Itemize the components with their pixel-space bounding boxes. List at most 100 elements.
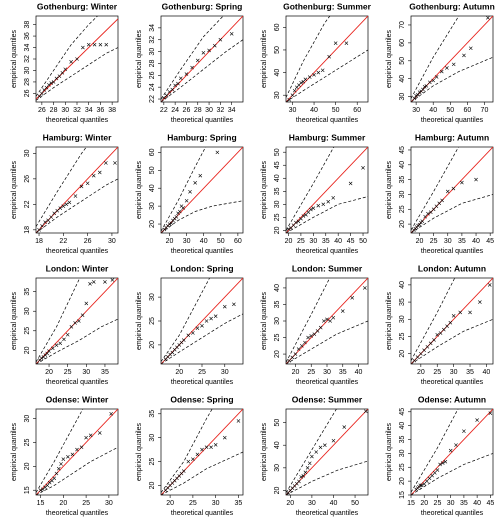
data-point	[52, 476, 57, 481]
x-tick-label: 30	[447, 500, 455, 507]
data-point	[186, 333, 191, 338]
x-tick-label: 38	[108, 107, 116, 114]
x-tick-label: 35	[235, 500, 243, 507]
data-point	[460, 180, 464, 185]
y-tick-label: 20	[274, 486, 281, 494]
envelope-line	[161, 451, 243, 495]
envelope-line	[411, 147, 459, 231]
envelope-line	[161, 313, 243, 364]
data-point	[427, 80, 432, 85]
panel-title: Hamburg: Spring	[167, 132, 236, 142]
panel-title: Odense: Autumn	[418, 394, 486, 404]
data-point	[104, 161, 108, 165]
data-point	[350, 296, 355, 300]
y-axis-label: empirical quantiles	[386, 30, 393, 88]
data-point	[169, 221, 174, 225]
envelope-line	[36, 446, 118, 495]
x-axis-label: theoretical quantiles	[421, 117, 484, 124]
reference-line	[411, 16, 493, 102]
x-tick-label: 25	[307, 369, 315, 376]
data-point	[458, 310, 463, 315]
plot-frame	[35, 408, 119, 496]
x-tick-label: 22	[160, 107, 168, 114]
x-tick-label: 30	[221, 369, 229, 376]
data-point	[176, 81, 180, 86]
data-point	[315, 329, 320, 333]
x-tick-label: 30	[61, 107, 69, 114]
y-tick-label: 40	[399, 281, 406, 289]
y-tick-label: 40	[399, 75, 406, 83]
y-tick-label: 26	[24, 89, 31, 97]
y-tick-label: 40	[274, 441, 281, 449]
plot-area	[286, 147, 368, 233]
data-point	[173, 83, 177, 88]
data-point	[43, 220, 47, 224]
y-tick-label: 26	[149, 71, 156, 79]
data-point	[181, 469, 186, 473]
envelope-line	[36, 278, 81, 363]
reference-line	[36, 409, 118, 495]
data-point	[45, 351, 49, 356]
qq-panel: Odense: Winter 15 20 25 30 15 20 25 30 theoretica…	[11, 394, 119, 517]
envelope-line	[36, 318, 118, 364]
envelope-line	[411, 453, 493, 495]
data-point	[415, 355, 420, 359]
data-point	[70, 452, 75, 457]
x-tick-label: 30	[323, 369, 331, 376]
x-tick-label: 30	[82, 369, 90, 376]
x-tick-label: 25	[433, 369, 441, 376]
data-point	[190, 65, 194, 70]
y-tick-label: 70	[399, 21, 406, 29]
envelope-line	[286, 196, 368, 233]
data-point	[209, 316, 213, 321]
data-point	[439, 69, 444, 74]
y-tick-label: 45	[399, 146, 406, 154]
data-point	[184, 198, 189, 203]
x-tick-label: 30	[212, 500, 220, 507]
data-point	[73, 321, 77, 325]
data-point	[311, 206, 316, 211]
data-point	[97, 170, 102, 175]
data-point	[222, 304, 227, 309]
data-point	[64, 202, 69, 207]
data-point	[487, 283, 492, 287]
envelope-line	[161, 39, 243, 102]
x-tick-label: 26	[38, 107, 46, 114]
envelope-line	[161, 278, 210, 362]
y-tick-label: 35	[399, 436, 406, 444]
envelope-line	[286, 409, 337, 493]
qq-panel: Odense: Summer 20 30 40 50 20 30 40 50 theoretica…	[261, 394, 369, 517]
x-tick-label: 26	[183, 107, 191, 114]
x-axis-label: theoretical quantiles	[296, 248, 359, 255]
panel-title: London: Summer	[292, 263, 363, 273]
data-point	[51, 80, 56, 84]
data-point	[424, 84, 429, 88]
panel-title: Gothenburg: Spring	[162, 1, 243, 11]
data-point	[184, 72, 189, 76]
x-tick-label: 34	[85, 107, 93, 114]
plot-frame	[285, 146, 369, 234]
y-tick-label: 40	[149, 184, 156, 192]
data-point	[425, 479, 429, 483]
data-point	[468, 46, 473, 51]
data-point	[209, 445, 213, 450]
data-point	[84, 301, 89, 306]
y-tick-label: 35	[149, 410, 156, 418]
data-point	[307, 461, 312, 466]
data-point	[88, 433, 93, 438]
panel-title: Hamburg: Winter	[43, 132, 113, 142]
data-point	[438, 462, 442, 467]
data-point	[63, 67, 68, 72]
data-point	[195, 452, 200, 457]
data-point	[451, 186, 456, 191]
x-tick-label: 30	[309, 238, 317, 245]
y-tick-label: 40	[399, 161, 406, 169]
envelope-line	[286, 147, 335, 231]
data-point	[435, 332, 440, 337]
data-point	[414, 93, 418, 98]
data-point	[38, 488, 43, 493]
data-point	[428, 341, 433, 346]
y-tick-label: 30	[399, 93, 406, 101]
data-point	[198, 173, 203, 178]
